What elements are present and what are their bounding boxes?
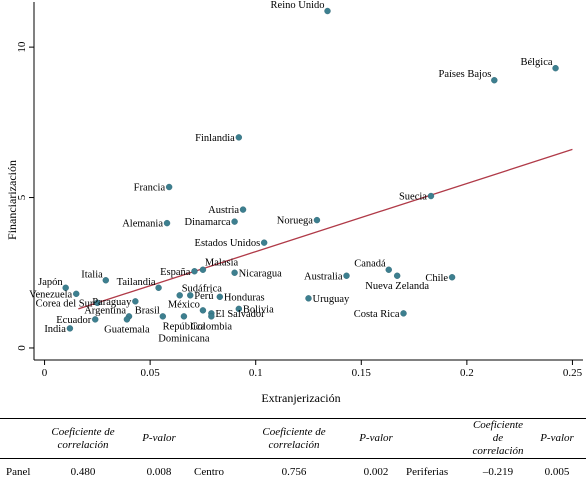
data-point: [261, 240, 267, 246]
group-label-centro: Centro: [194, 459, 242, 485]
data-point: [160, 313, 166, 319]
x-axis-title: Extranjerización: [261, 391, 340, 405]
x-tick-label: 0.05: [141, 367, 161, 379]
data-point: [553, 65, 559, 71]
data-point: [164, 220, 170, 226]
header-pvalue-panel: P-valor: [124, 419, 194, 459]
data-point: [156, 285, 162, 291]
coef-value-panel: 0.480: [42, 459, 124, 485]
x-tick-label: 0.15: [352, 367, 372, 379]
data-point: [191, 268, 197, 274]
data-point: [92, 316, 98, 322]
y-tick-label: 10: [16, 41, 28, 53]
point-label: Australia: [304, 271, 343, 282]
point-label: Países Bajos: [439, 69, 492, 80]
point-label: India: [44, 324, 66, 335]
data-point: [314, 217, 320, 223]
data-point: [306, 295, 312, 301]
point-label: México: [168, 299, 200, 310]
data-point: [73, 291, 79, 297]
x-tick-label: 0.2: [460, 367, 474, 379]
y-axis-title: Financiarización: [5, 160, 19, 240]
x-tick-label: 0.1: [249, 367, 263, 379]
data-point: [394, 273, 400, 279]
point-label: Honduras: [224, 292, 265, 303]
point-label: Italia: [81, 269, 103, 280]
point-label: Brasil: [135, 305, 160, 316]
coef-value-periferias: –0.219: [468, 459, 528, 485]
point-label: Guatemala: [104, 324, 150, 335]
point-label: Costa Rica: [354, 309, 400, 320]
point-label: Canadá: [354, 259, 386, 270]
point-label: Japón: [38, 277, 63, 288]
data-point: [236, 134, 242, 140]
point-label: Reino Unido: [271, 0, 325, 11]
point-label: Alemania: [122, 219, 163, 230]
data-point: [401, 310, 407, 316]
header-pvalue-periferias: P-valor: [528, 419, 586, 459]
pvalue-centro: 0.002: [346, 459, 406, 485]
coef-value-centro: 0.756: [242, 459, 346, 485]
y-tick-label: 0: [16, 345, 28, 351]
header-pvalue-centro: P-valor: [346, 419, 406, 459]
point-label: Dominicana: [158, 333, 210, 344]
point-label: Malasia: [205, 258, 239, 269]
point-label: Suecia: [399, 192, 427, 203]
data-point: [325, 8, 331, 14]
point-label: España: [160, 267, 191, 278]
point-labels-group: Reino Unido Bélgica Países Bajos Finlandia F…: [29, 0, 553, 344]
data-point: [166, 184, 172, 190]
x-tick-label: 0: [42, 367, 48, 379]
point-label: Austria: [208, 205, 239, 216]
data-point: [67, 325, 73, 331]
data-point: [232, 219, 238, 225]
point-label: Estados Unidos: [195, 238, 261, 249]
pvalue-periferias: 0.005: [528, 459, 586, 485]
data-point: [200, 307, 206, 313]
data-point: [232, 270, 238, 276]
data-point: [103, 277, 109, 283]
data-point: [181, 313, 187, 319]
point-label: Bélgica: [520, 57, 552, 68]
pvalue-panel: 0.008: [124, 459, 194, 485]
group-label-panel: Panel: [0, 459, 42, 485]
data-point: [491, 77, 497, 83]
data-point: [449, 274, 455, 280]
x-tick-label: 0.25: [563, 367, 583, 379]
table-row: Panel 0.480 0.008 Centro 0.756 0.002 Per…: [0, 459, 586, 485]
data-point: [124, 316, 130, 322]
data-point: [386, 267, 392, 273]
point-label: Tailandia: [117, 277, 156, 288]
point-label: El Salvador: [215, 309, 265, 320]
point-label: Nueva Zelanda: [365, 281, 429, 292]
point-label: Uruguay: [313, 294, 350, 305]
data-point: [217, 294, 223, 300]
point-label: Chile: [425, 273, 448, 284]
data-point: [132, 298, 138, 304]
data-point: [344, 273, 350, 279]
point-label: Nicaragua: [239, 268, 282, 279]
point-label: Colombia: [191, 321, 233, 332]
group-label-periferias: Periferias: [406, 459, 468, 485]
point-label: Finlandia: [195, 133, 235, 144]
data-point: [428, 193, 434, 199]
point-label: Francia: [134, 183, 166, 194]
data-point: [240, 207, 246, 213]
point-label: Dinamarca: [185, 217, 231, 228]
point-label: Noruega: [277, 216, 313, 227]
data-point: [208, 313, 214, 319]
